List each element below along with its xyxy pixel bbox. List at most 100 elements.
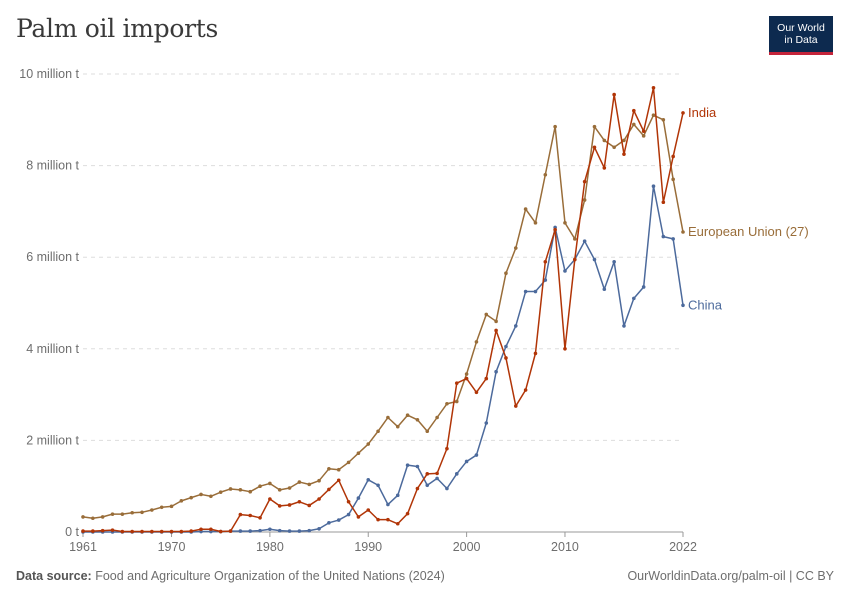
data-point-china xyxy=(582,239,587,243)
data-point-india xyxy=(494,328,498,333)
data-point-india xyxy=(376,517,380,522)
data-point-eu xyxy=(445,401,449,406)
x-tick-label: 1990 xyxy=(354,540,382,554)
y-tick-label: 4 million t xyxy=(26,342,79,356)
data-point-india xyxy=(140,529,144,534)
footer-url[interactable]: OurWorldinData.org/palm-oil | CC BY xyxy=(627,569,834,583)
data-point-india xyxy=(327,487,331,492)
data-point-india xyxy=(386,517,390,522)
data-point-china xyxy=(612,259,616,264)
logo-line-2: in Data xyxy=(784,34,818,46)
data-point-eu xyxy=(199,492,203,497)
data-point-india xyxy=(523,388,528,392)
data-point-china xyxy=(622,324,626,328)
data-point-india xyxy=(661,200,666,205)
y-tick-label: 10 million t xyxy=(19,67,79,81)
data-point-india xyxy=(573,257,577,262)
data-point-eu xyxy=(592,124,597,129)
data-point-eu xyxy=(632,122,636,127)
data-point-india xyxy=(179,529,184,534)
series-line-china xyxy=(83,185,684,533)
data-point-india xyxy=(150,529,154,534)
data-point-china xyxy=(504,344,508,349)
data-point-eu xyxy=(179,499,184,503)
data-point-india xyxy=(317,497,321,501)
data-point-china xyxy=(484,421,489,425)
series-eu[interactable] xyxy=(81,113,685,521)
data-point-eu xyxy=(248,489,253,494)
data-point-china xyxy=(287,529,292,533)
series-india[interactable] xyxy=(81,85,685,534)
x-tick-label: 1961 xyxy=(69,540,97,554)
label-layer: European Union (27) India China xyxy=(688,105,809,312)
data-point-china xyxy=(346,512,351,517)
data-point-india xyxy=(169,529,174,534)
data-point-eu xyxy=(346,460,351,465)
data-point-eu xyxy=(366,442,371,446)
data-point-china xyxy=(277,528,282,533)
data-point-eu xyxy=(563,221,567,225)
data-point-eu xyxy=(543,172,548,177)
data-source-label: Data source: xyxy=(16,569,92,583)
data-point-india xyxy=(582,179,587,184)
series-label-china[interactable]: China xyxy=(688,297,723,312)
y-tick-label: 0 t xyxy=(65,525,79,539)
data-point-eu xyxy=(120,512,125,516)
data-point-india xyxy=(445,446,449,451)
data-point-china xyxy=(336,518,341,522)
data-point-eu xyxy=(641,134,646,138)
data-point-india xyxy=(120,529,125,534)
data-point-india xyxy=(454,381,459,385)
data-point-eu xyxy=(474,340,479,344)
data-point-india xyxy=(671,154,675,159)
data-point-china xyxy=(632,296,636,301)
data-point-eu xyxy=(484,312,489,317)
data-point-india xyxy=(356,515,361,519)
data-point-india xyxy=(641,129,646,134)
data-point-china xyxy=(464,459,469,464)
series-label-eu[interactable]: European Union (27) xyxy=(688,224,809,239)
data-point-india xyxy=(238,512,243,517)
data-point-eu xyxy=(454,399,459,404)
data-point-china xyxy=(651,184,656,189)
owid-logo[interactable]: Our World in Data xyxy=(769,16,833,55)
data-point-china xyxy=(425,483,430,488)
data-point-india xyxy=(563,347,567,351)
data-point-india xyxy=(622,152,626,156)
data-point-china xyxy=(543,278,548,282)
data-point-eu xyxy=(464,372,469,376)
data-point-eu xyxy=(504,271,508,276)
data-point-eu xyxy=(602,138,607,143)
data-point-eu xyxy=(297,480,302,484)
data-point-china xyxy=(268,527,272,532)
data-point-india xyxy=(504,356,508,360)
data-point-india xyxy=(277,504,282,508)
data-point-eu xyxy=(513,246,518,250)
data-point-eu xyxy=(140,510,144,515)
data-point-eu xyxy=(376,429,380,434)
series-label-india[interactable]: India xyxy=(688,105,717,120)
data-point-china xyxy=(307,528,312,533)
data-point-china xyxy=(435,476,439,481)
data-point-india xyxy=(602,166,607,170)
data-point-china xyxy=(592,257,597,262)
data-point-eu xyxy=(425,429,430,434)
data-point-eu xyxy=(573,237,577,241)
data-point-china xyxy=(366,477,371,482)
data-point-india xyxy=(484,376,489,381)
data-point-china xyxy=(356,496,361,500)
data-point-eu xyxy=(671,177,675,182)
data-point-eu xyxy=(189,495,193,500)
series-china[interactable] xyxy=(81,184,685,534)
data-point-india xyxy=(474,390,479,395)
data-point-india xyxy=(218,529,223,534)
data-point-india xyxy=(297,499,302,504)
data-point-eu xyxy=(435,415,439,420)
series-line-india xyxy=(83,86,684,533)
data-point-china xyxy=(681,303,685,308)
data-point-eu xyxy=(523,207,528,211)
grid-layer xyxy=(83,73,683,441)
data-point-india xyxy=(159,529,164,534)
data-point-eu xyxy=(209,494,213,499)
data-point-eu xyxy=(317,478,321,483)
